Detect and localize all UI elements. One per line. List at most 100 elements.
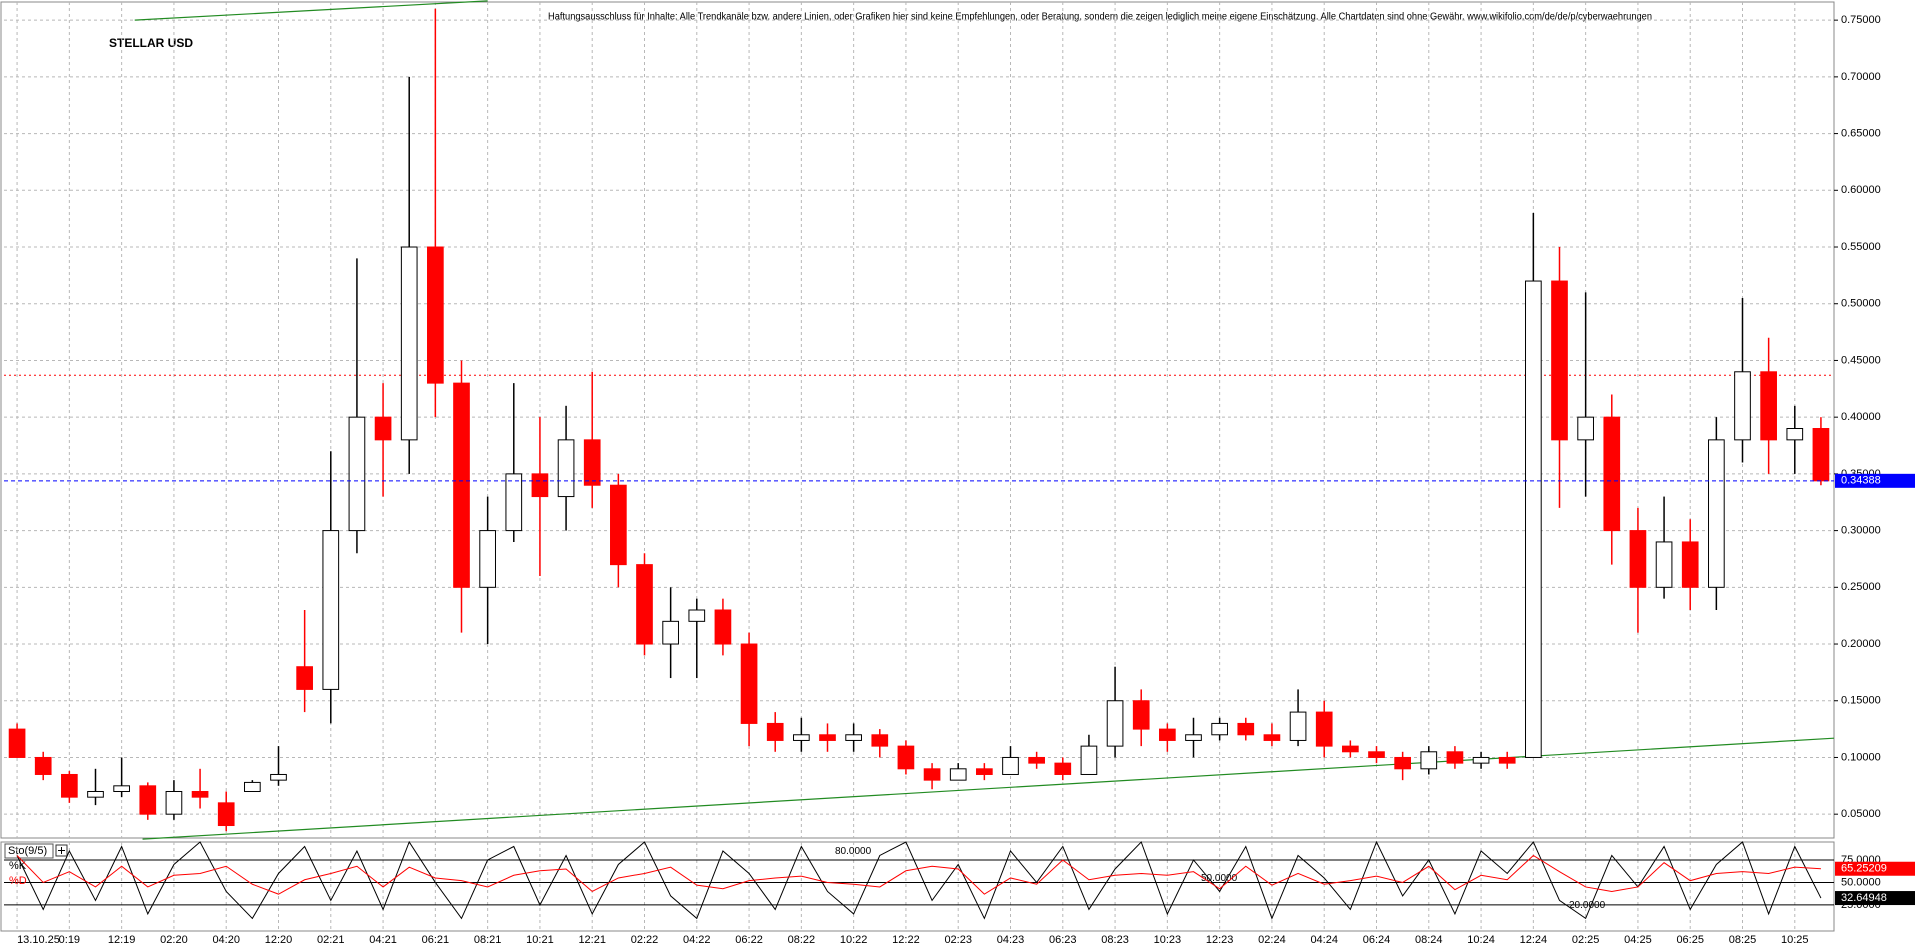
candle-body <box>400 246 418 441</box>
candle-body <box>766 722 784 741</box>
candle-body <box>322 530 340 690</box>
x-tick-label: 06:21 <box>422 934 450 946</box>
candle-body <box>557 439 575 498</box>
candle-body <box>1368 751 1385 758</box>
candle-body <box>453 382 470 588</box>
y-tick-label: 0.25000 <box>1841 581 1881 593</box>
x-tick-label: 02:21 <box>317 934 345 946</box>
indicator-value-box <box>1835 861 1915 876</box>
candle-body <box>1551 280 1568 441</box>
candle-body <box>714 609 732 645</box>
indicator-value-label: 65.25209 <box>1841 863 1887 875</box>
x-tick-label: 04:22 <box>683 934 711 946</box>
candle-body <box>1446 751 1464 764</box>
candle-body <box>217 802 235 827</box>
candle-body <box>1603 416 1621 532</box>
candle-body <box>740 643 758 724</box>
x-tick-label: 02:22 <box>631 934 659 946</box>
candle-body <box>139 785 157 815</box>
candle-body <box>427 246 444 384</box>
candle-body <box>1211 722 1228 736</box>
candle-body <box>113 785 130 792</box>
candle-body <box>1028 756 1045 764</box>
x-tick-label: 12:22 <box>892 934 920 946</box>
candle-body <box>1132 700 1150 730</box>
candle-body <box>1394 756 1411 770</box>
x-tick-label: 02:23 <box>944 934 972 946</box>
candle-body <box>1786 428 1804 441</box>
candle-body <box>505 473 523 532</box>
candle-body <box>296 666 313 690</box>
indicator-line <box>16 854 1821 895</box>
x-tick-label: 10:22 <box>840 934 868 946</box>
x-tick-label: 04:24 <box>1310 934 1338 946</box>
indicator-panel-frame <box>0 841 1835 932</box>
candle-body <box>1629 530 1647 588</box>
candle-body <box>976 768 993 775</box>
candle-body <box>1185 734 1202 741</box>
x-tick-label: 12:21 <box>578 934 606 946</box>
y-tick-label: 0.50000 <box>1841 298 1881 310</box>
x-tick-label: 02:20 <box>160 934 188 946</box>
candle-body <box>1760 371 1777 441</box>
disclaimer: Haftungsausschluss für Inhalte: Alle Tre… <box>548 12 1652 23</box>
indicator-name: Sto(9/5) <box>8 845 47 857</box>
indicator-level-label: 80.0000 <box>835 846 872 857</box>
candle-body <box>1237 722 1255 736</box>
candle-body <box>871 734 889 747</box>
x-tick-label: 10:21 <box>526 934 554 946</box>
candle-body <box>1080 745 1098 775</box>
chart-title: STELLAR USD <box>109 36 193 50</box>
candle-body <box>610 484 627 566</box>
x-tick-label: 08:22 <box>788 934 816 946</box>
candle-body <box>845 734 862 741</box>
candle-body <box>688 609 706 622</box>
candle-body <box>479 530 496 588</box>
x-tick-label: 10:25 <box>1781 934 1809 946</box>
plus-icon <box>58 847 65 854</box>
y-tick-label: 0.10000 <box>1841 751 1881 763</box>
y-tick-label: 0.30000 <box>1841 525 1881 537</box>
candle-body <box>191 790 209 798</box>
y-tick-label: 0.15000 <box>1841 695 1881 707</box>
candle-body <box>1472 756 1490 764</box>
candle-body <box>1342 745 1359 753</box>
last-price-box <box>1835 473 1915 488</box>
y-tick-label: 0.55000 <box>1841 241 1881 253</box>
candle-body <box>819 734 836 741</box>
candle-body <box>1159 728 1176 741</box>
candle-body <box>1525 280 1542 758</box>
candle-body <box>348 416 366 532</box>
candle-body <box>949 768 967 781</box>
legend-entry: %K <box>9 860 27 872</box>
last-price-label: 0.34388 <box>1841 475 1881 487</box>
x-tick-label: 06:25 <box>1676 934 1704 946</box>
candle-body <box>1106 700 1124 747</box>
x-tick-label: 10:24 <box>1467 934 1495 946</box>
candle-body <box>1315 711 1333 747</box>
indicator-level-label: 50.0000 <box>1201 873 1238 884</box>
candle-body <box>1655 541 1673 588</box>
x-tick-label: 12:20 <box>265 934 293 946</box>
legend-entry: %D <box>9 875 27 887</box>
candle-body <box>897 745 915 770</box>
x-tick-label: 02:25 <box>1572 934 1600 946</box>
x-tick-label: 12:24 <box>1520 934 1548 946</box>
candle-body <box>662 620 679 645</box>
x-tick-label: 08:25 <box>1729 934 1757 946</box>
x-tick-label: 12:19 <box>108 934 136 946</box>
candle-body <box>793 734 810 741</box>
indicator-value-box <box>1835 891 1915 906</box>
y-tick-label: 0.05000 <box>1841 808 1881 820</box>
candle-body <box>244 781 261 792</box>
x-tick-label: 13.10.25 <box>17 934 60 946</box>
candle-body <box>1289 711 1307 741</box>
price-panel-frame <box>0 1 1835 839</box>
y-tick-label: 0.75000 <box>1841 14 1881 26</box>
candle-body <box>1708 439 1725 588</box>
candle-body <box>8 728 26 758</box>
candle-body <box>165 790 183 815</box>
y-tick-label: 0.40000 <box>1841 411 1881 423</box>
x-tick-label: 04:23 <box>997 934 1025 946</box>
